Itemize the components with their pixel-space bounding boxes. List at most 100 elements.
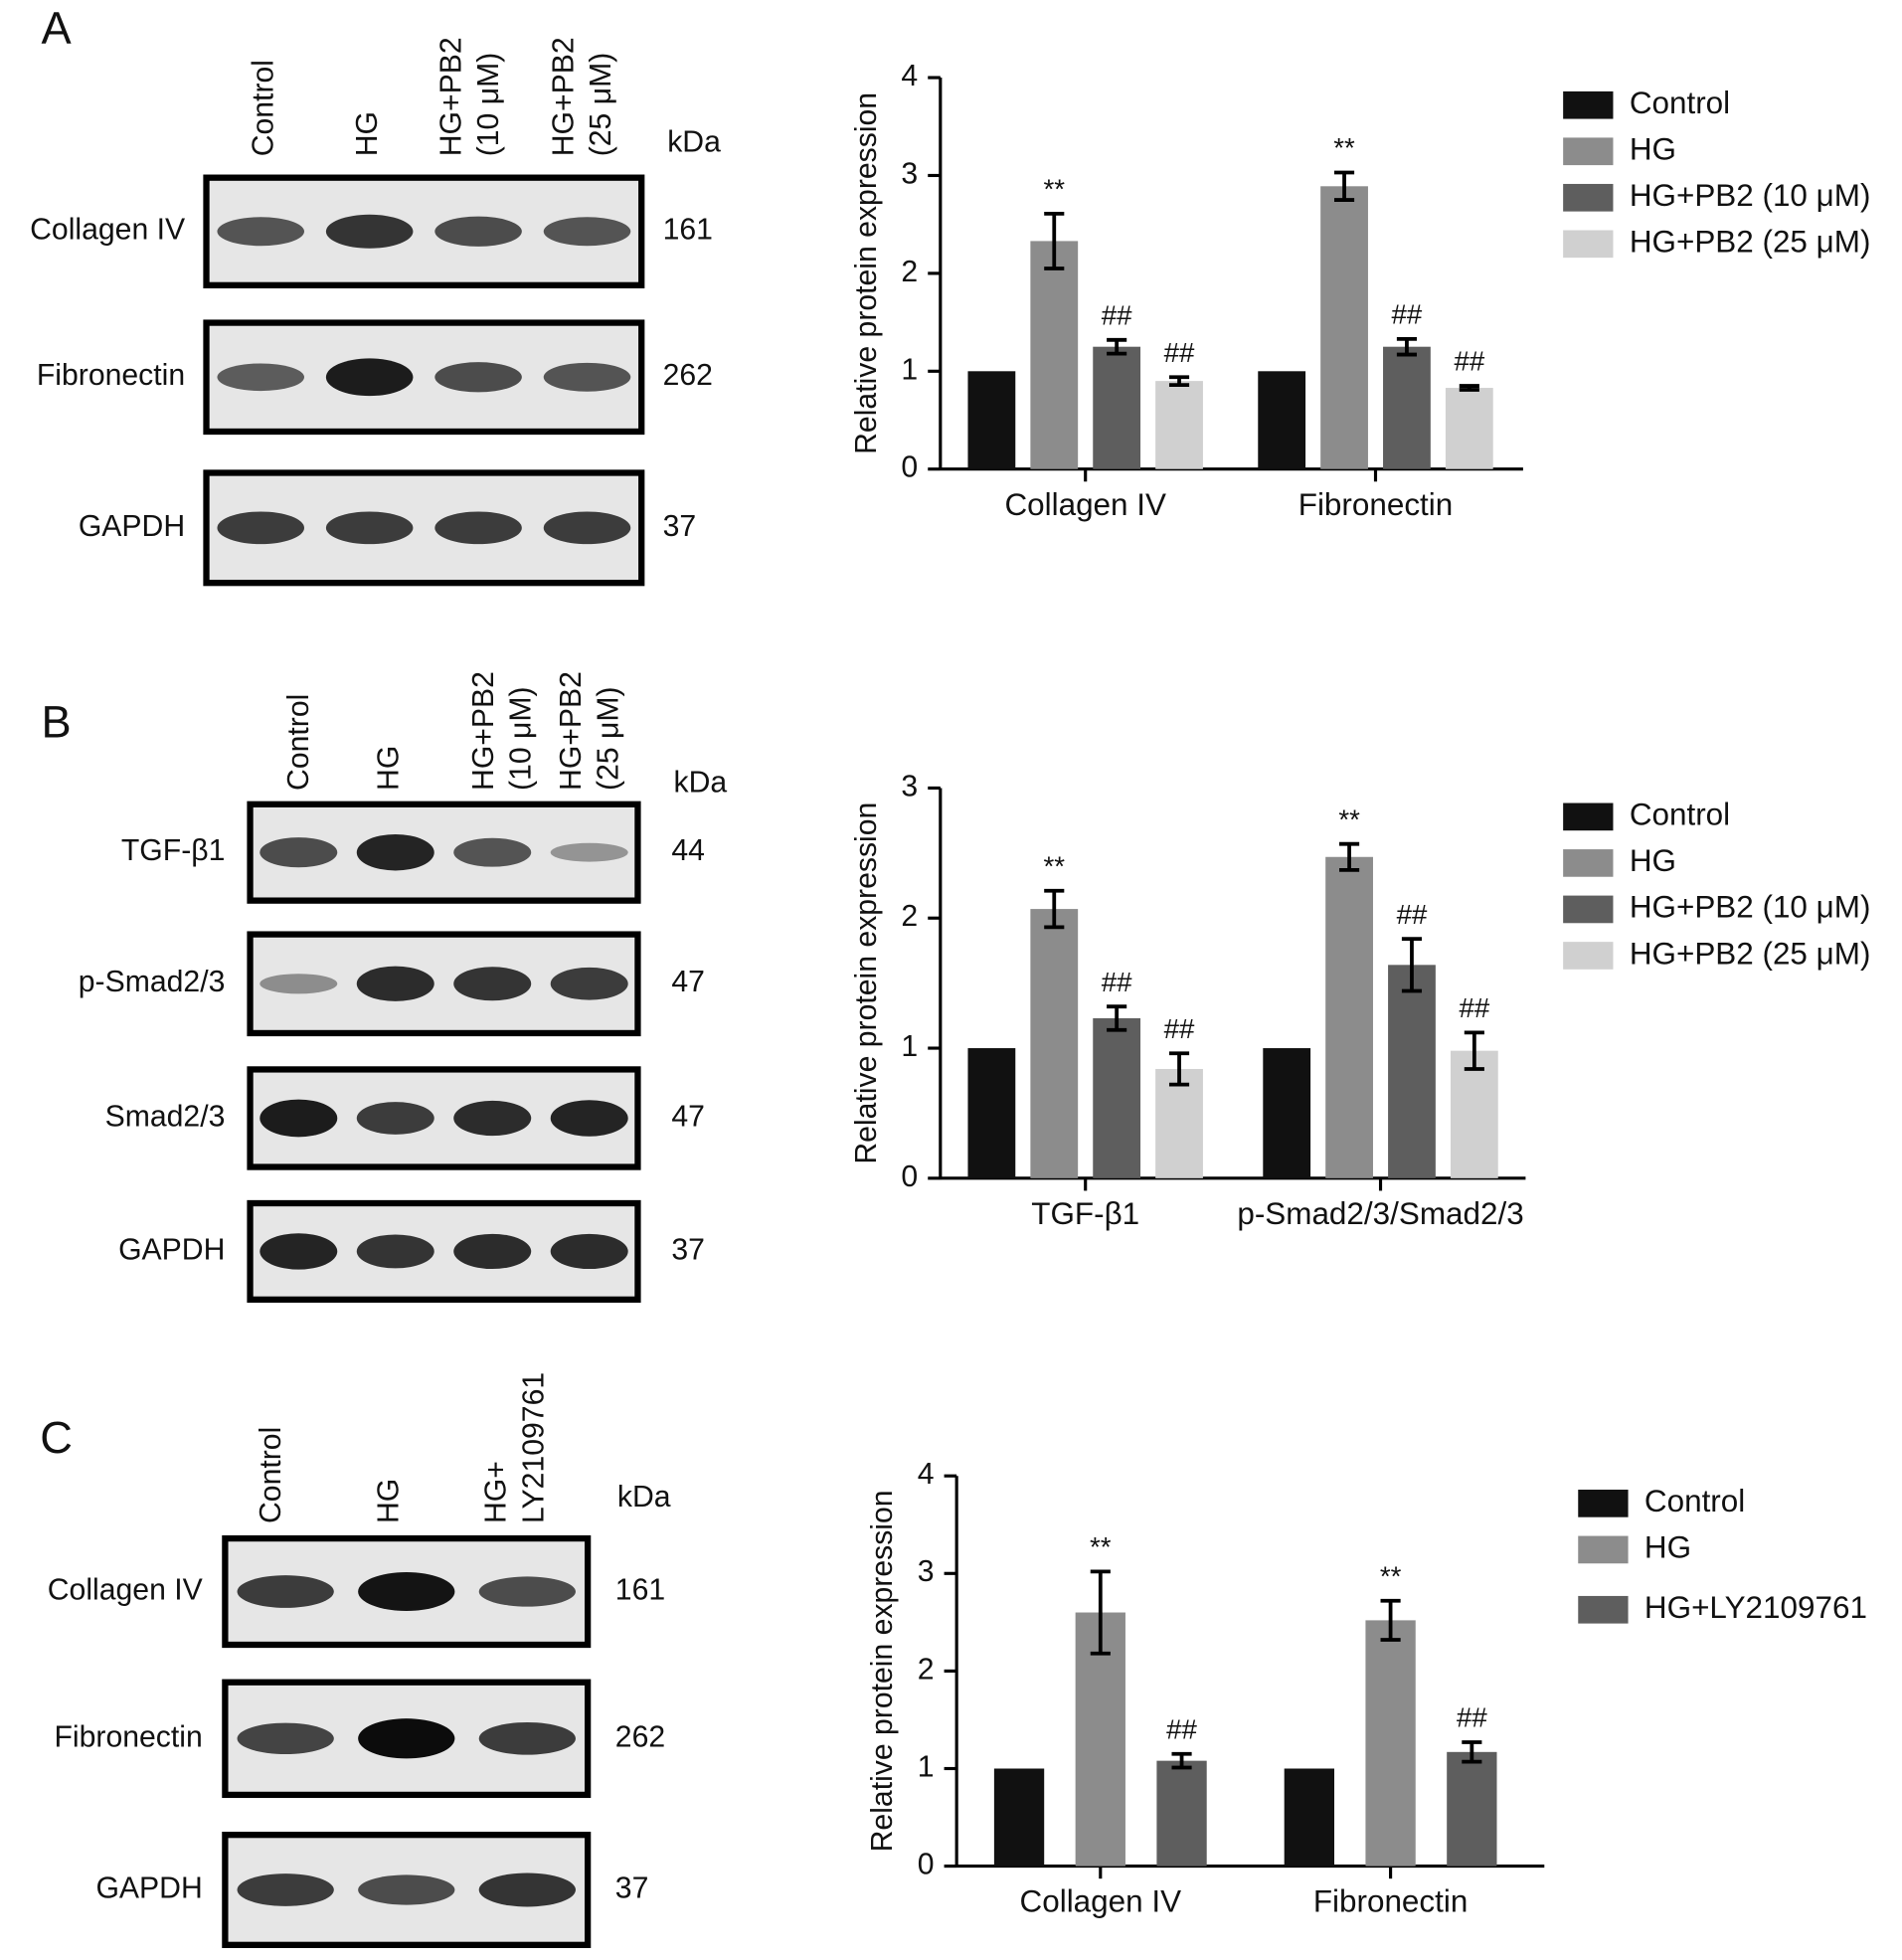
- lane-label: (10 μM): [472, 53, 505, 157]
- legend-swatch: [1563, 895, 1614, 924]
- bar: [1450, 1050, 1498, 1178]
- bar: [967, 371, 1016, 469]
- error-bar: [1168, 1051, 1190, 1087]
- error-bar: [1462, 1740, 1482, 1764]
- x-tick-label: p-Smad2/3/Smad2/3: [1237, 1196, 1523, 1231]
- kda-value: 262: [615, 1720, 665, 1753]
- legend-label: Control: [1644, 1484, 1745, 1518]
- error-bar: [1380, 1598, 1401, 1642]
- lane-label: (25 μM): [585, 53, 617, 157]
- blot-band: [259, 1099, 338, 1138]
- significance-mark: ##: [1164, 1013, 1195, 1044]
- lane-label: Control: [248, 60, 280, 156]
- blot-band: [237, 1722, 334, 1755]
- blot-band: [543, 217, 631, 247]
- lane-label: HG: [372, 746, 405, 791]
- y-tick-label: 1: [901, 1030, 918, 1063]
- lane-label: (10 μM): [505, 686, 538, 791]
- bar: [993, 1768, 1045, 1867]
- error-bar: [1333, 170, 1355, 202]
- blot-band: [217, 217, 305, 247]
- legend-swatch: [1578, 1595, 1629, 1624]
- lane-label: HG+PB2: [467, 671, 500, 791]
- y-tick-label: 1: [918, 1750, 935, 1783]
- error-bar: [1107, 1004, 1127, 1032]
- legend-label: HG: [1630, 132, 1676, 167]
- lane-label: HG+: [480, 1461, 513, 1523]
- panel-letter: B: [41, 697, 71, 748]
- blot-label: Collagen IV: [30, 214, 185, 247]
- blot-band: [453, 837, 532, 867]
- blot-band: [217, 363, 305, 392]
- bar: [1093, 346, 1141, 469]
- blot-band: [453, 1233, 532, 1270]
- legend-swatch: [1563, 230, 1614, 259]
- bar: [1030, 909, 1079, 1178]
- bar: [1093, 1017, 1141, 1178]
- error-bar: [1401, 937, 1423, 993]
- blot-band: [550, 1233, 628, 1270]
- blot-band: [543, 511, 631, 545]
- x-tick-label: Collagen IV: [1020, 1884, 1182, 1919]
- bar: [1258, 371, 1306, 469]
- legend-swatch: [1563, 183, 1614, 212]
- error-bar: [1339, 841, 1360, 872]
- blot-label: GAPDH: [118, 1233, 225, 1266]
- lane-label: Control: [255, 1427, 287, 1523]
- significance-mark: ##: [1166, 1713, 1197, 1744]
- kda-value: 161: [615, 1573, 665, 1606]
- blot-band: [478, 1872, 576, 1907]
- kda-unit: kDa: [617, 1481, 671, 1514]
- y-tick-label: 0: [918, 1849, 935, 1881]
- y-tick-label: 3: [901, 770, 918, 802]
- y-tick-label: 2: [901, 256, 918, 288]
- blot-band: [434, 511, 522, 545]
- blot-label: p-Smad2/3: [79, 966, 226, 998]
- blot-label: GAPDH: [95, 1871, 202, 1904]
- bar: [967, 1048, 1016, 1178]
- error-bar: [1168, 375, 1190, 387]
- bar: [1320, 186, 1368, 469]
- y-tick-label: 0: [901, 1160, 918, 1193]
- blot-band: [356, 833, 434, 871]
- bar: [1284, 1768, 1334, 1867]
- y-tick-label: 3: [918, 1555, 935, 1588]
- legend-swatch: [1578, 1535, 1629, 1564]
- y-tick-label: 0: [901, 451, 918, 484]
- legend-label: HG+LY2109761: [1644, 1590, 1867, 1625]
- lane-label: (25 μM): [593, 686, 625, 791]
- legend-label: HG+PB2 (10 μM): [1630, 178, 1871, 213]
- kda-value: 161: [663, 214, 713, 247]
- y-tick-label: 4: [918, 1458, 935, 1491]
- significance-mark: **: [1043, 850, 1065, 881]
- blot-band: [543, 362, 631, 392]
- blot-band: [550, 842, 628, 862]
- legend-swatch: [1563, 90, 1614, 119]
- error-bar: [1090, 1569, 1111, 1656]
- legend-swatch: [1578, 1490, 1629, 1517]
- lane-label: HG+PB2: [555, 671, 588, 791]
- significance-mark: **: [1380, 1560, 1402, 1591]
- legend-swatch: [1563, 942, 1614, 970]
- bar: [1388, 965, 1436, 1178]
- lane-label: HG: [351, 111, 384, 156]
- blot-band: [259, 837, 338, 868]
- legend-swatch: [1563, 849, 1614, 877]
- y-tick-label: 4: [901, 60, 918, 92]
- lane-label: HG+PB2: [434, 37, 467, 156]
- error-bar: [1396, 336, 1418, 357]
- blot-label: Fibronectin: [54, 1720, 202, 1753]
- blot-band: [325, 358, 414, 397]
- bar: [1155, 1068, 1203, 1178]
- bar: [1325, 856, 1373, 1178]
- legend-label: HG+PB2 (10 μM): [1630, 890, 1871, 925]
- blot-band: [550, 967, 628, 1000]
- kda-value: 262: [663, 359, 713, 392]
- significance-mark: ##: [1102, 299, 1132, 330]
- kda-value: 47: [671, 966, 705, 998]
- error-bar: [1044, 888, 1065, 930]
- legend-swatch: [1563, 802, 1614, 831]
- lane-label: HG+PB2: [547, 37, 580, 156]
- y-axis-label: Relative protein expression: [850, 802, 883, 1164]
- blot-band: [217, 511, 305, 545]
